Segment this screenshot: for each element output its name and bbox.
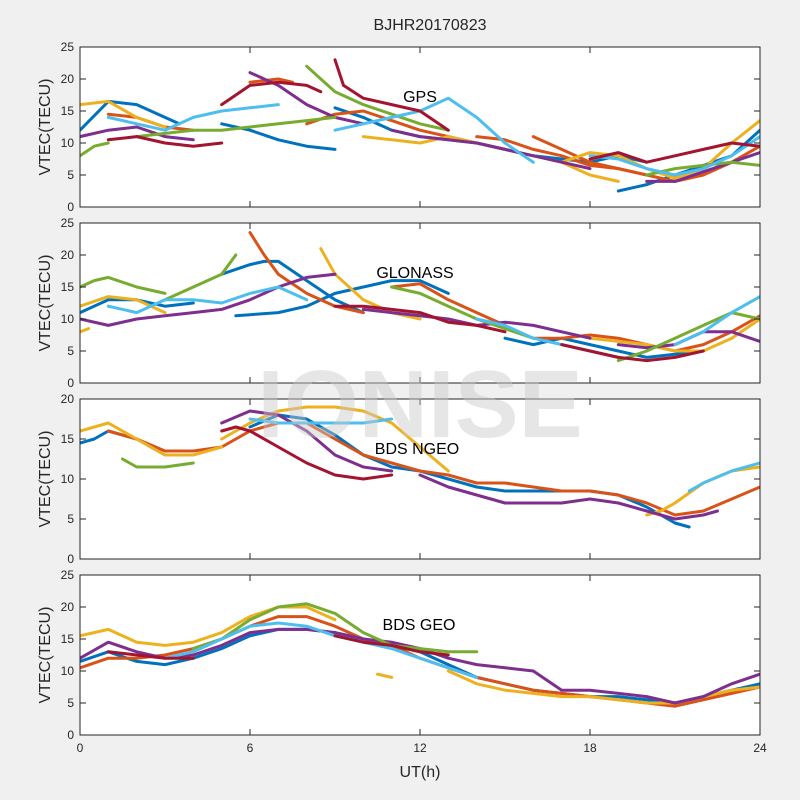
series-line xyxy=(333,58,450,132)
panel-1: 0 5 10 15 20 25 VTEC(TECU) GPS xyxy=(37,40,761,214)
series-line xyxy=(390,285,535,340)
y-tick-label: 5 xyxy=(67,344,74,358)
series-line xyxy=(135,115,337,139)
series-line xyxy=(106,103,280,132)
series-line xyxy=(220,409,394,473)
y-axis-label: VTEC(TECU) xyxy=(37,431,54,528)
y-tick-label: 25 xyxy=(61,568,75,582)
series-line xyxy=(121,457,195,469)
series-line xyxy=(80,141,110,158)
series-line xyxy=(163,253,238,302)
x-tick-label: 6 xyxy=(247,741,254,755)
series-line xyxy=(106,285,309,315)
series-line xyxy=(560,119,760,180)
series-line xyxy=(673,295,760,347)
series-group xyxy=(80,602,760,708)
x-tick-label: 12 xyxy=(413,741,427,755)
series-group xyxy=(80,58,760,193)
series-line xyxy=(645,160,760,177)
y-tick-label: 25 xyxy=(61,216,75,230)
y-tick-label: 5 xyxy=(67,512,74,526)
series-line xyxy=(333,304,507,334)
series-line xyxy=(234,279,450,318)
y-tick-label: 10 xyxy=(61,312,75,326)
series-line xyxy=(248,417,394,425)
y-tick-label: 0 xyxy=(67,728,74,742)
panel-label: BDS GEO xyxy=(383,617,456,634)
series-line xyxy=(305,64,450,132)
series-line xyxy=(588,141,760,164)
y-tick-label: 20 xyxy=(61,600,75,614)
axes-background xyxy=(80,47,760,207)
y-tick-label: 15 xyxy=(61,104,75,118)
series-line xyxy=(248,77,294,84)
series-line xyxy=(220,80,323,107)
y-tick-label: 10 xyxy=(61,664,75,678)
series-group xyxy=(80,231,760,363)
panel-label: GLONASS xyxy=(376,265,453,282)
y-tick-label: 20 xyxy=(61,72,75,86)
axes-background xyxy=(80,399,760,559)
y-tick-label: 10 xyxy=(61,136,75,150)
y-tick-label: 20 xyxy=(61,392,75,406)
y-tick-label: 10 xyxy=(61,472,75,486)
series-line xyxy=(390,128,592,171)
y-tick-label: 20 xyxy=(61,248,75,262)
series-line xyxy=(191,602,479,654)
y-tick-label: 0 xyxy=(67,552,74,566)
series-line xyxy=(645,151,760,183)
y-tick-label: 15 xyxy=(61,432,75,446)
series-line xyxy=(616,311,760,363)
series-line xyxy=(80,272,337,327)
series-line xyxy=(80,421,224,457)
panel-3: 0 5 10 15 20 VTEC(TECU) BDS NGEO xyxy=(37,392,761,566)
series-line xyxy=(80,605,337,647)
x-tick-label: 18 xyxy=(583,741,597,755)
series-line xyxy=(220,259,365,315)
series-line xyxy=(248,71,365,126)
series-line xyxy=(560,343,705,363)
y-axis-label: VTEC(TECU) xyxy=(37,255,54,352)
panel-label: GPS xyxy=(403,89,437,106)
figure-title: BJHR20170823 xyxy=(374,17,487,34)
x-axis-label: UT(h) xyxy=(400,764,441,781)
series-line xyxy=(588,135,760,177)
y-tick-label: 25 xyxy=(61,40,75,54)
series-line xyxy=(80,99,167,129)
series-line xyxy=(80,125,195,142)
watermark-text: IONISE xyxy=(257,351,582,458)
y-tick-label: 5 xyxy=(67,696,74,710)
series-group xyxy=(80,405,760,529)
series-line xyxy=(390,282,507,327)
y-tick-label: 0 xyxy=(67,376,74,390)
y-axis-label: VTEC(TECU) xyxy=(37,607,54,704)
series-line xyxy=(333,634,450,657)
panels-container: 0 5 10 15 20 25 VTEC(TECU) GPS 0 5 10 15 20 25 VTEC(TE… xyxy=(37,40,767,755)
series-line xyxy=(418,473,719,521)
series-line xyxy=(333,96,535,164)
series-line xyxy=(376,672,394,679)
x-tick-label: 24 xyxy=(753,741,767,755)
y-tick-label: 0 xyxy=(67,200,74,214)
series-line xyxy=(80,99,181,132)
series-line xyxy=(106,650,195,660)
panel-4: 0 5 10 15 20 25 0 6 12 18 24 VTEC(TECU) BDS GEO xyxy=(37,568,767,755)
y-axis-label: VTEC(TECU) xyxy=(37,79,54,176)
series-line xyxy=(106,135,224,148)
y-tick-label: 5 xyxy=(67,168,74,182)
series-line xyxy=(588,317,760,353)
series-line xyxy=(220,425,394,481)
x-tick-label: 0 xyxy=(77,741,84,755)
series-line xyxy=(80,327,90,334)
panel-label: BDS NGEO xyxy=(375,441,459,458)
y-tick-label: 15 xyxy=(61,632,75,646)
series-line xyxy=(80,275,167,295)
y-tick-label: 15 xyxy=(61,280,75,294)
series-line xyxy=(503,336,705,359)
series-line xyxy=(687,461,760,493)
panel-2: 0 5 10 15 20 25 VTEC(TECU) GLONASS xyxy=(37,216,761,390)
series-line xyxy=(163,621,479,679)
